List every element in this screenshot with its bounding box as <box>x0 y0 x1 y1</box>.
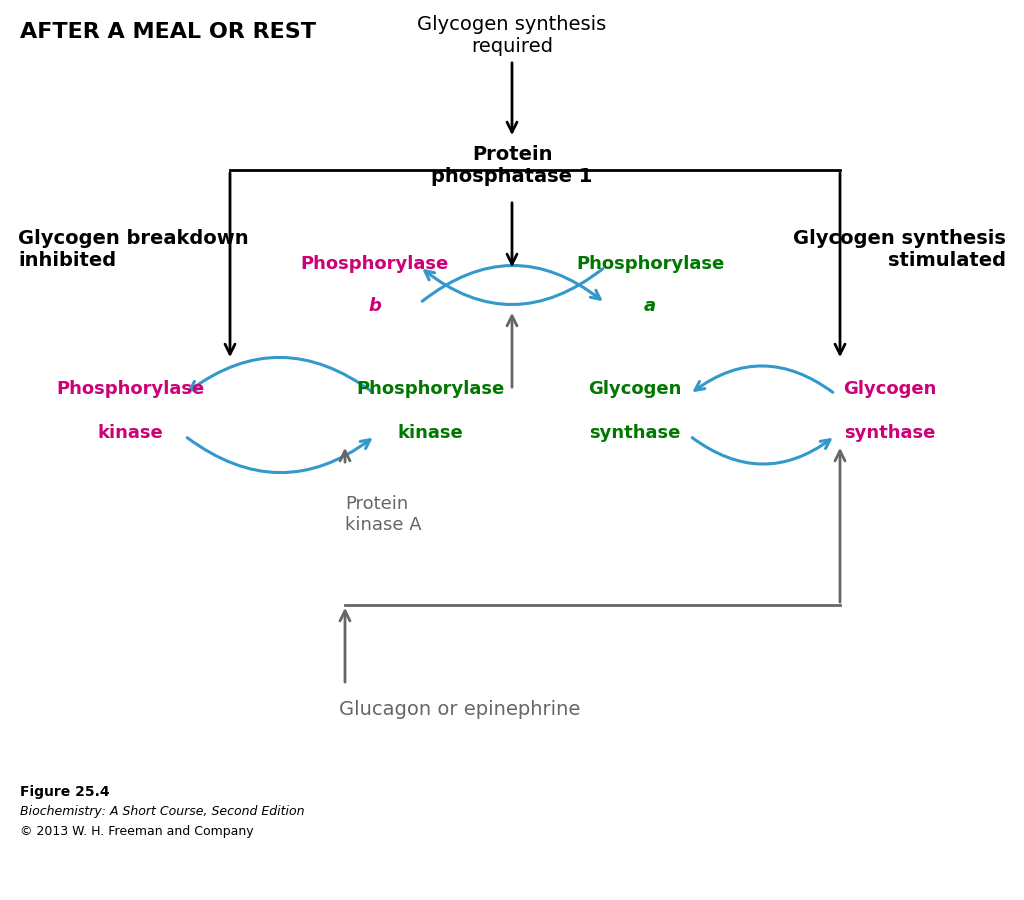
Text: Phosphorylase: Phosphorylase <box>356 380 504 398</box>
Text: Glycogen synthesis
required: Glycogen synthesis required <box>418 15 606 56</box>
FancyArrowPatch shape <box>422 266 600 302</box>
Text: Glycogen: Glycogen <box>589 380 682 398</box>
FancyArrowPatch shape <box>190 357 373 392</box>
FancyArrowPatch shape <box>187 437 370 472</box>
Text: © 2013 W. H. Freeman and Company: © 2013 W. H. Freeman and Company <box>20 825 254 838</box>
Text: a: a <box>644 297 656 315</box>
Text: Figure 25.4: Figure 25.4 <box>20 785 110 799</box>
Text: b: b <box>369 297 381 315</box>
Text: synthase: synthase <box>845 424 936 442</box>
Text: Glycogen breakdown
inhibited: Glycogen breakdown inhibited <box>18 230 249 271</box>
Text: kinase: kinase <box>397 424 463 442</box>
Text: synthase: synthase <box>590 424 681 442</box>
Text: AFTER A MEAL OR REST: AFTER A MEAL OR REST <box>20 22 316 42</box>
Text: Biochemistry: A Short Course, Second Edition: Biochemistry: A Short Course, Second Edi… <box>20 805 304 818</box>
Text: Glycogen: Glycogen <box>844 380 937 398</box>
Text: Protein
phosphatase 1: Protein phosphatase 1 <box>431 145 593 186</box>
Text: Phosphorylase: Phosphorylase <box>575 255 724 273</box>
FancyArrowPatch shape <box>692 437 830 464</box>
Text: Protein
kinase A: Protein kinase A <box>345 495 422 534</box>
Text: Phosphorylase: Phosphorylase <box>301 255 450 273</box>
Text: Glycogen synthesis
stimulated: Glycogen synthesis stimulated <box>794 230 1006 271</box>
Text: Phosphorylase: Phosphorylase <box>56 380 204 398</box>
FancyArrowPatch shape <box>695 366 833 392</box>
FancyArrowPatch shape <box>425 269 603 304</box>
Text: Glucagon or epinephrine: Glucagon or epinephrine <box>339 700 581 719</box>
Text: kinase: kinase <box>97 424 163 442</box>
